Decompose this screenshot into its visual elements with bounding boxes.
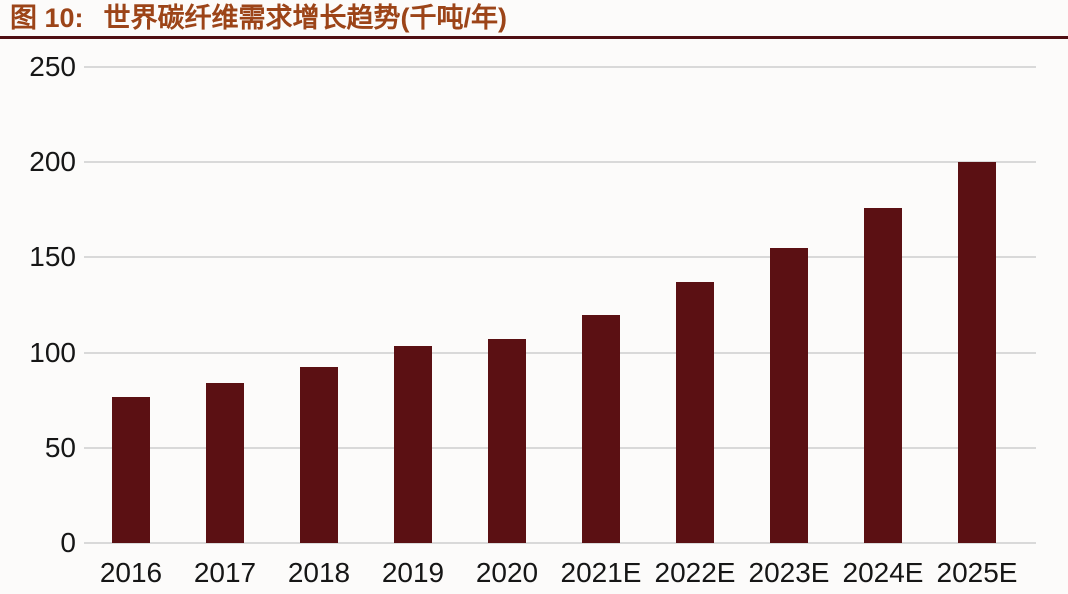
bar-2017	[206, 383, 244, 543]
gridline	[84, 351, 1036, 354]
gridline	[84, 66, 1036, 68]
x-tick-label: 2020	[475, 557, 539, 588]
x-tick-label: 2018	[287, 557, 351, 588]
x-tick-label: 2016	[99, 557, 163, 588]
bar-2025E	[958, 162, 996, 543]
bar-2022E	[676, 282, 714, 543]
x-tick-label: 2025E	[936, 557, 1018, 588]
y-tick-label: 0	[60, 527, 76, 558]
x-tick-label: 2019	[381, 557, 445, 588]
y-tick-label: 200	[29, 146, 76, 178]
bar-2024E	[864, 208, 902, 543]
y-tick-label: 50	[44, 431, 76, 463]
x-tick-label: 2024E	[842, 557, 924, 588]
figure-number: 图 10:	[10, 3, 84, 33]
gridline	[84, 446, 1036, 449]
figure-title: 图 10: 世界碳纤维需求增长趋势(千吨/年)	[10, 1, 507, 35]
bar-2019	[394, 346, 432, 543]
figure-title-text: 世界碳纤维需求增长趋势(千吨/年)	[103, 3, 508, 33]
x-tick-label: 2023E	[748, 557, 830, 588]
x-tick-label: 2022E	[654, 557, 736, 588]
y-tick-label: 150	[29, 241, 76, 273]
bar-2023E	[770, 248, 808, 543]
title-divider	[0, 36, 1068, 39]
bar-2016	[112, 397, 150, 543]
gridline	[84, 542, 1036, 544]
y-tick-label: 250	[29, 51, 76, 82]
bar-2018	[300, 367, 338, 543]
y-tick-label: 100	[29, 336, 76, 368]
gridline	[84, 256, 1036, 259]
x-tick-label: 2017	[193, 557, 257, 588]
gridline	[84, 161, 1036, 164]
bar-2021E	[582, 315, 620, 543]
bar-chart: 0 50 100 150 200 250 2016 2017 2018 2019 2020 2021E…	[0, 40, 1068, 594]
bar-2020	[488, 339, 526, 543]
x-tick-label: 2021E	[560, 557, 642, 588]
